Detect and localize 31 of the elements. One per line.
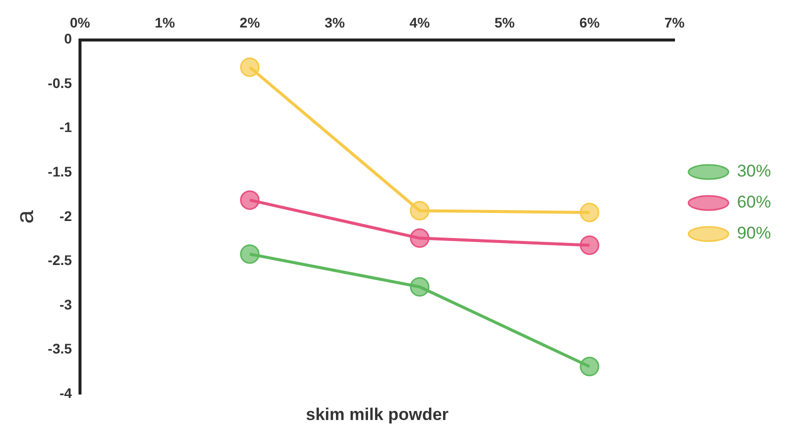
x-axis-title: skim milk powder: [306, 405, 449, 424]
y-tick-label: -2: [59, 208, 72, 224]
y-tick-label: -3.5: [48, 340, 72, 357]
x-tick-label: 5%: [494, 14, 516, 30]
point: [410, 277, 430, 297]
x-tick-label: 2%: [240, 14, 260, 30]
point: [410, 228, 430, 248]
point: [580, 202, 600, 222]
y-tick-label: -1: [59, 119, 72, 136]
point: [410, 200, 430, 220]
legend-label: 90%: [736, 224, 772, 243]
legend-label: 30%: [736, 162, 772, 181]
point: [580, 235, 600, 255]
y-tick-label: -0.5: [48, 74, 72, 91]
y-tick-label: -3: [59, 296, 72, 312]
x-tick-label: 3%: [324, 14, 346, 30]
x-tick-label: 1%: [154, 14, 176, 30]
y-tick-label: -2.5: [48, 252, 72, 268]
x-tick-label: 6%: [579, 14, 600, 30]
y-tick-label: -1.5: [48, 163, 72, 180]
legend-label: 60%: [736, 192, 772, 212]
point: [240, 244, 260, 264]
point: [580, 356, 600, 376]
y-tick-label: 0: [64, 30, 72, 47]
y-tick-label: -4: [59, 384, 72, 401]
x-tick-label: 7%: [664, 14, 686, 30]
x-tick-label: 0%: [70, 14, 91, 30]
point: [240, 58, 260, 77]
y-axis-title: a: [12, 210, 40, 224]
x-tick-label: 4%: [410, 14, 430, 30]
point: [240, 190, 260, 210]
